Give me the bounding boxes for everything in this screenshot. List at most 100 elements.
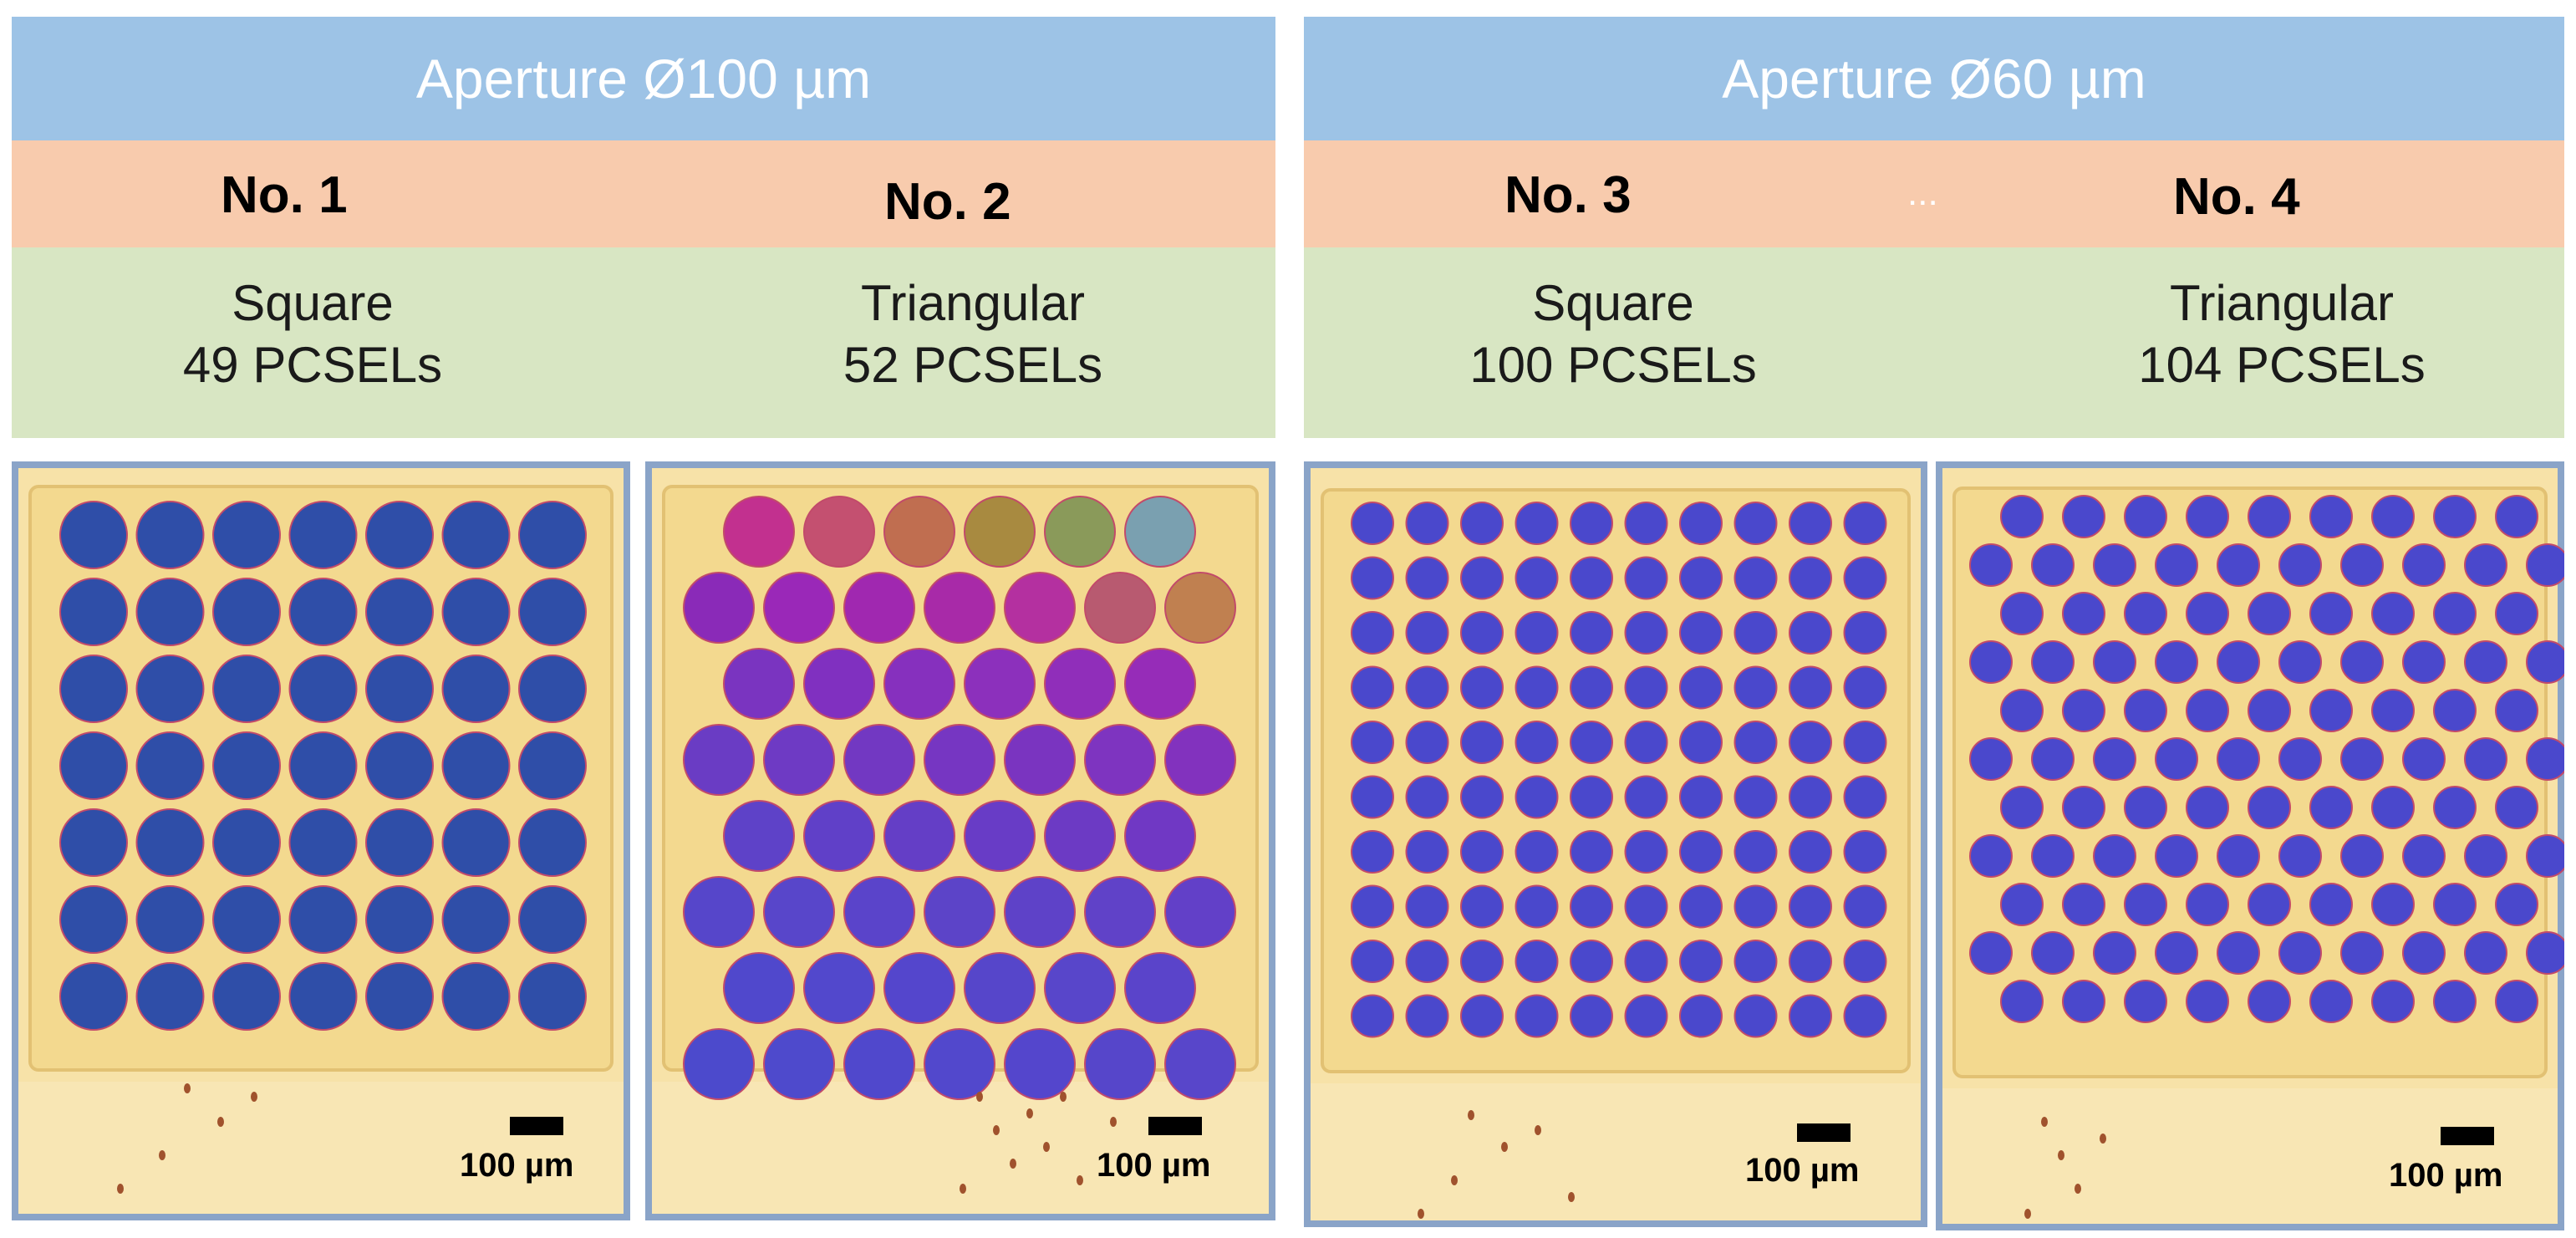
pcsel-emitter-3 — [883, 496, 955, 568]
pcsel-emitter-29 — [59, 808, 128, 877]
chip-lower-area — [1311, 1083, 1921, 1220]
pcsel-emitter-6 — [1124, 496, 1196, 568]
pcsel-emitter-47 — [2495, 689, 2538, 732]
pcsel-emitter-10 — [1969, 543, 2013, 587]
sample-2-description: Triangular 52 PCSELs — [781, 273, 1165, 396]
aperture-header: Aperture Ø100 µm — [12, 17, 1275, 140]
pcsel-emitter-17 — [1679, 556, 1723, 600]
pcsel-emitter-74 — [1515, 884, 1559, 929]
pcsel-emitter-100 — [2248, 980, 2291, 1023]
pcsel-emitter-93 — [1460, 994, 1504, 1038]
pcsel-emitter-41 — [803, 952, 875, 1024]
pcsel-emitter-40 — [365, 885, 434, 954]
pcsel-emitter-49 — [2031, 737, 2075, 781]
pcsel-emitter-13 — [2155, 543, 2198, 587]
pcsel-emitter-67 — [1679, 830, 1723, 874]
sample-1-count: 49 PCSELs — [182, 337, 443, 393]
pcsel-emitter-17 — [212, 655, 281, 723]
pcsel-emitter-46 — [2433, 689, 2477, 732]
pcsel-emitter-80 — [2186, 883, 2229, 926]
pcsel-emitter-42 — [1405, 721, 1449, 764]
pcsel-emitter-23 — [135, 731, 205, 800]
pcsel-emitter-42 — [883, 952, 955, 1024]
pcsel-emitter-80 — [1843, 884, 1887, 929]
pcsel-emitter-94 — [1515, 994, 1559, 1038]
pcsel-emitter-22 — [1405, 611, 1449, 655]
pcsel-emitter-13 — [1164, 572, 1236, 644]
pcsel-emitter-14 — [1515, 556, 1559, 600]
pcsel-emitter-88 — [2093, 931, 2136, 975]
pcsel-emitter-40 — [1843, 665, 1887, 710]
pcsel-emitter-51 — [1084, 1028, 1156, 1100]
pcsel-emitter-7 — [683, 572, 755, 644]
pcsel-emitter-90 — [2217, 931, 2260, 975]
pcsel-emitter-10 — [1843, 502, 1887, 545]
debris-speck — [2075, 1184, 2081, 1194]
pcsel-emitter-58 — [2000, 786, 2044, 829]
pcsel-emitter-50 — [2093, 737, 2136, 781]
sample-number-3: No. 3 — [1504, 166, 1632, 224]
pcsel-emitter-79 — [2124, 883, 2167, 926]
pcsel-emitter-104 — [2495, 980, 2538, 1023]
pcsel-emitter-33 — [2217, 640, 2260, 684]
pcsel-emitter-32 — [2155, 640, 2198, 684]
pcsel-emitter-57 — [1679, 775, 1723, 819]
scale-bar-1 — [510, 1117, 563, 1135]
pcsel-emitter-46 — [683, 1028, 755, 1100]
pcsel-emitter-10 — [212, 578, 281, 646]
pcsel-emitter-92 — [1405, 994, 1449, 1038]
pcsel-emitter-86 — [1624, 940, 1668, 983]
scale-bar-2 — [1148, 1117, 1202, 1135]
pcsel-emitter-44 — [1044, 952, 1116, 1024]
pcsel-emitter-51 — [1351, 775, 1394, 819]
debris-speck — [1501, 1142, 1508, 1152]
sample-1-description: Square 49 PCSELs — [137, 273, 488, 396]
pcsel-emitter-81 — [1351, 940, 1394, 983]
pcsel-emitter-23 — [1460, 611, 1504, 655]
pcsel-emitter-71 — [2217, 834, 2260, 878]
pcsel-emitter-36 — [2402, 640, 2446, 684]
scale-bar-4 — [2441, 1127, 2494, 1145]
pcsel-emitter-3 — [212, 501, 281, 569]
pcsel-emitter-12 — [1405, 556, 1449, 600]
pcsel-emitter-26 — [1164, 724, 1236, 796]
pcsel-emitter-53 — [2278, 737, 2322, 781]
pcsel-emitter-37 — [1004, 876, 1076, 948]
pcsel-emitter-11 — [1004, 572, 1076, 644]
debris-speck — [1026, 1108, 1033, 1118]
pcsel-emitter-33 — [1460, 665, 1504, 710]
pcsel-emitter-35 — [843, 876, 915, 948]
pcsel-emitter-87 — [1679, 940, 1723, 983]
pcsel-emitter-97 — [2062, 980, 2105, 1023]
debris-speck — [976, 1092, 983, 1102]
pcsel-emitter-76 — [1624, 884, 1668, 929]
pcsel-emitter-1 — [2000, 495, 2044, 538]
pcsel-emitter-30 — [1843, 611, 1887, 655]
pcsel-emitter-7 — [518, 501, 587, 569]
pcsel-emitter-45 — [212, 962, 281, 1031]
pcsel-emitter-45 — [1124, 952, 1196, 1024]
pcsel-emitter-24 — [1004, 724, 1076, 796]
pcsel-emitter-72 — [1405, 884, 1449, 929]
pcsel-emitter-78 — [1733, 884, 1778, 929]
pcsel-emitter-74 — [2402, 834, 2446, 878]
pcsel-emitter-47 — [763, 1028, 835, 1100]
pcsel-emitter-68 — [1733, 830, 1778, 874]
pcsel-emitter-55 — [1570, 775, 1613, 819]
debris-speck — [1043, 1142, 1050, 1152]
pcsel-emitter-19 — [365, 655, 434, 723]
pcsel-emitter-15 — [1570, 556, 1613, 600]
pcsel-emitter-37 — [1679, 665, 1723, 710]
pcsel-emitter-64 — [2371, 786, 2415, 829]
pcsel-emitter-14 — [518, 578, 587, 646]
pcsel-emitter-60 — [2124, 786, 2167, 829]
chip-image-1 — [12, 461, 630, 1220]
pcsel-emitter-40 — [723, 952, 795, 1024]
pcsel-emitter-16 — [2340, 543, 2384, 587]
debris-speck — [117, 1184, 124, 1194]
pcsel-emitter-49 — [1789, 721, 1832, 764]
pcsel-emitter-4 — [2186, 495, 2229, 538]
pcsel-emitter-23 — [2186, 592, 2229, 635]
pcsel-emitter-11 — [1351, 556, 1394, 600]
pcsel-emitter-9 — [135, 578, 205, 646]
